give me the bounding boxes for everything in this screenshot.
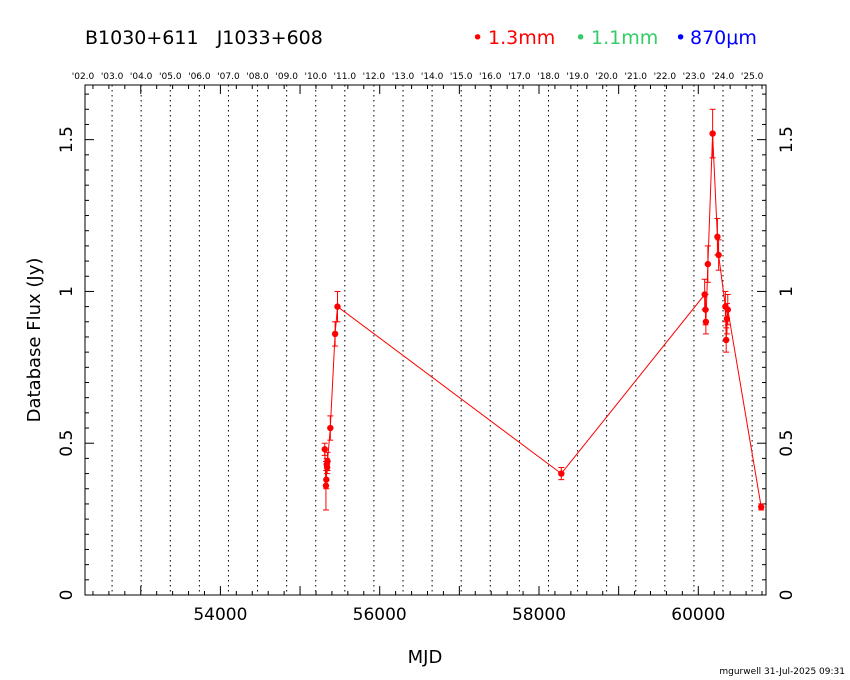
year-label: '08.0	[246, 72, 269, 82]
year-label: '03.0	[101, 72, 124, 82]
credit-footer: mgurwell 31-Jul-2025 09:31	[719, 667, 845, 677]
y-tick-label-right: 0	[777, 590, 797, 601]
series-1.3mm	[321, 108, 765, 511]
data-point	[722, 336, 730, 344]
y-tick-labels: 0 0 0.5 0.5 1 1 1.5 1.5	[57, 126, 797, 600]
year-label: '14.0	[421, 72, 444, 82]
data-point	[724, 306, 731, 313]
year-label: '04.0	[130, 72, 153, 82]
data-point	[715, 251, 722, 259]
data-point	[334, 303, 341, 310]
y-tick-label-left: 1	[57, 286, 77, 297]
x-tick-label: 56000	[353, 605, 407, 625]
legend-label-1: 1.3mm	[488, 27, 555, 49]
data-point	[558, 470, 565, 477]
axis-ticks	[85, 85, 766, 596]
year-label: '20.0	[595, 72, 618, 82]
x-tick-labels: 54000 56000 58000 60000	[193, 605, 725, 625]
year-axis-labels: '02.0 '03.0 '04.0 '05.0 '06.0 '07.0 '08.0 '09.0…	[72, 72, 764, 82]
year-label: '11.0	[334, 72, 357, 82]
year-label: '15.0	[450, 72, 473, 82]
y-tick-label-left: 0	[57, 590, 77, 601]
source-title: B1030+611 J1033+608	[85, 27, 323, 49]
year-gridlines	[111, 85, 753, 595]
y-tick-label-right: 1	[777, 286, 797, 297]
x-tick-label: 58000	[512, 605, 566, 625]
legend-dot-2: •	[575, 27, 586, 49]
y-tick-label-right: 1.5	[777, 126, 797, 153]
series-line	[324, 133, 762, 508]
year-label: '09.0	[275, 72, 298, 82]
data-point	[321, 446, 328, 453]
year-label: '06.0	[188, 72, 211, 82]
year-label: '23.0	[683, 72, 706, 82]
data-point	[709, 130, 716, 137]
year-label: '12.0	[363, 72, 386, 82]
legend-dot-3: •	[675, 27, 686, 49]
x-axis-title: MJD	[408, 647, 443, 668]
legend-label-3: 870μm	[690, 27, 757, 49]
data-point	[331, 330, 339, 338]
year-label: '25.0	[741, 72, 764, 82]
y-axis-title: Database Flux (Jy)	[24, 258, 45, 423]
x-tick-label: 60000	[671, 605, 725, 625]
y-tick-label-left: 1.5	[57, 126, 77, 153]
y-tick-label-right: 0.5	[777, 430, 797, 457]
year-label: '16.0	[479, 72, 502, 82]
data-point	[327, 424, 334, 432]
data-point	[323, 476, 330, 483]
year-label: '10.0	[304, 72, 327, 82]
year-label: '24.0	[712, 72, 735, 82]
year-label: '13.0	[392, 72, 415, 82]
data-point	[723, 315, 731, 322]
data-point	[704, 260, 712, 268]
plot-frame	[84, 84, 767, 596]
year-label: '21.0	[625, 72, 648, 82]
year-label: '22.0	[654, 72, 677, 82]
year-label: '17.0	[508, 72, 531, 82]
data-point	[324, 458, 331, 465]
legend-dot-1: •	[472, 27, 483, 49]
data-point	[714, 233, 721, 240]
year-label: '07.0	[217, 72, 240, 82]
data-point	[702, 318, 710, 325]
year-label: '05.0	[159, 72, 182, 82]
legend-label-2: 1.1mm	[591, 27, 658, 49]
year-label: '19.0	[566, 72, 589, 82]
year-label: '18.0	[537, 72, 560, 82]
data-point	[758, 503, 765, 511]
y-tick-label-left: 0.5	[57, 430, 77, 457]
x-tick-label: 54000	[193, 605, 247, 625]
year-label: '02.0	[72, 72, 95, 82]
legend: • 1.3mm • 1.1mm • 870μm	[472, 27, 757, 49]
